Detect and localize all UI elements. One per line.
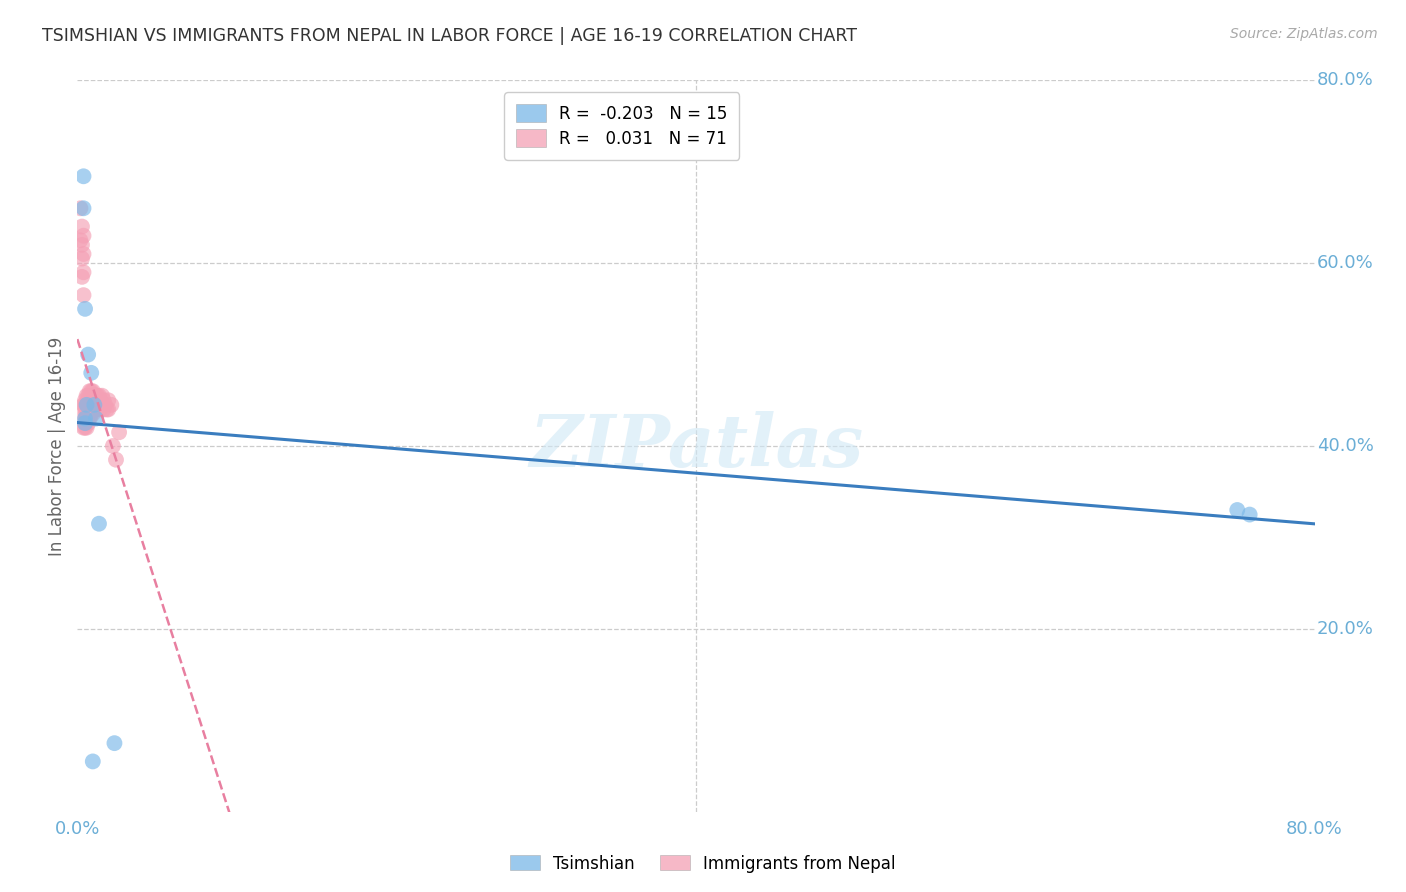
Point — [77, 348, 100, 362]
Point — [70, 252, 93, 266]
Point — [87, 516, 110, 531]
Point — [75, 411, 96, 425]
Point — [87, 398, 110, 412]
Point — [90, 402, 111, 417]
Point — [77, 402, 100, 417]
Point — [80, 407, 103, 421]
Point — [75, 411, 96, 425]
Point — [72, 247, 94, 261]
Text: 20.0%: 20.0% — [1317, 620, 1374, 638]
Point — [70, 219, 93, 234]
Point — [76, 398, 98, 412]
Point — [72, 288, 94, 302]
Point — [97, 393, 120, 408]
Point — [76, 407, 98, 421]
Point — [80, 366, 103, 380]
Point — [97, 402, 120, 417]
Point — [82, 407, 104, 421]
Point — [80, 384, 103, 399]
Point — [83, 402, 105, 417]
Y-axis label: In Labor Force | Age 16-19: In Labor Force | Age 16-19 — [48, 336, 66, 556]
Point — [69, 202, 91, 216]
Point — [1239, 508, 1261, 522]
Point — [75, 416, 96, 430]
Text: 80.0%: 80.0% — [1317, 71, 1374, 89]
Point — [79, 402, 101, 417]
Point — [82, 755, 104, 769]
Point — [87, 389, 110, 403]
Point — [75, 393, 96, 408]
Point — [94, 398, 117, 412]
Point — [75, 416, 96, 430]
Point — [77, 393, 100, 408]
Point — [83, 398, 105, 412]
Point — [70, 238, 93, 252]
Point — [76, 421, 98, 435]
Point — [91, 398, 114, 412]
Point — [79, 393, 101, 408]
Point — [77, 416, 100, 430]
Point — [101, 439, 124, 453]
Text: Source: ZipAtlas.com: Source: ZipAtlas.com — [1230, 27, 1378, 41]
Point — [72, 228, 94, 243]
Point — [1226, 503, 1249, 517]
Point — [77, 398, 100, 412]
Text: 60.0%: 60.0% — [1317, 254, 1374, 272]
Point — [72, 265, 94, 279]
Point — [75, 301, 96, 316]
Point — [75, 398, 96, 412]
Point — [82, 389, 104, 403]
Point — [83, 393, 105, 408]
Text: TSIMSHIAN VS IMMIGRANTS FROM NEPAL IN LABOR FORCE | AGE 16-19 CORRELATION CHART: TSIMSHIAN VS IMMIGRANTS FROM NEPAL IN LA… — [42, 27, 858, 45]
Point — [100, 398, 122, 412]
Point — [69, 233, 91, 247]
Point — [84, 402, 107, 417]
Point — [82, 393, 104, 408]
Point — [82, 398, 104, 412]
Point — [72, 169, 94, 184]
Point — [72, 202, 94, 216]
Point — [76, 411, 98, 425]
Point — [96, 402, 118, 417]
Point — [93, 402, 115, 417]
Point — [105, 452, 127, 467]
Point — [82, 384, 104, 399]
Point — [86, 398, 108, 412]
Point — [93, 393, 115, 408]
Point — [83, 398, 105, 412]
Point — [72, 398, 94, 412]
Point — [91, 389, 114, 403]
Point — [83, 389, 105, 403]
Point — [70, 269, 93, 284]
Point — [76, 402, 98, 417]
Text: ZIPatlas: ZIPatlas — [529, 410, 863, 482]
Legend: Tsimshian, Immigrants from Nepal: Tsimshian, Immigrants from Nepal — [503, 848, 903, 880]
Point — [103, 736, 125, 750]
Point — [82, 402, 104, 417]
Point — [76, 398, 98, 412]
Point — [75, 407, 96, 421]
Text: 40.0%: 40.0% — [1317, 437, 1374, 455]
Point — [84, 411, 107, 425]
Legend: R =  -0.203   N = 15, R =   0.031   N = 71: R = -0.203 N = 15, R = 0.031 N = 71 — [505, 92, 740, 160]
Point — [79, 411, 101, 425]
Point — [77, 407, 100, 421]
Point — [75, 402, 96, 417]
Point — [84, 389, 107, 403]
Point — [79, 398, 101, 412]
Point — [75, 421, 96, 435]
Point — [84, 393, 107, 408]
Point — [90, 393, 111, 408]
Point — [80, 398, 103, 412]
Point — [79, 384, 101, 399]
Point — [76, 389, 98, 403]
Point — [80, 393, 103, 408]
Point — [72, 421, 94, 435]
Point — [108, 425, 131, 440]
Point — [86, 389, 108, 403]
Point — [77, 389, 100, 403]
